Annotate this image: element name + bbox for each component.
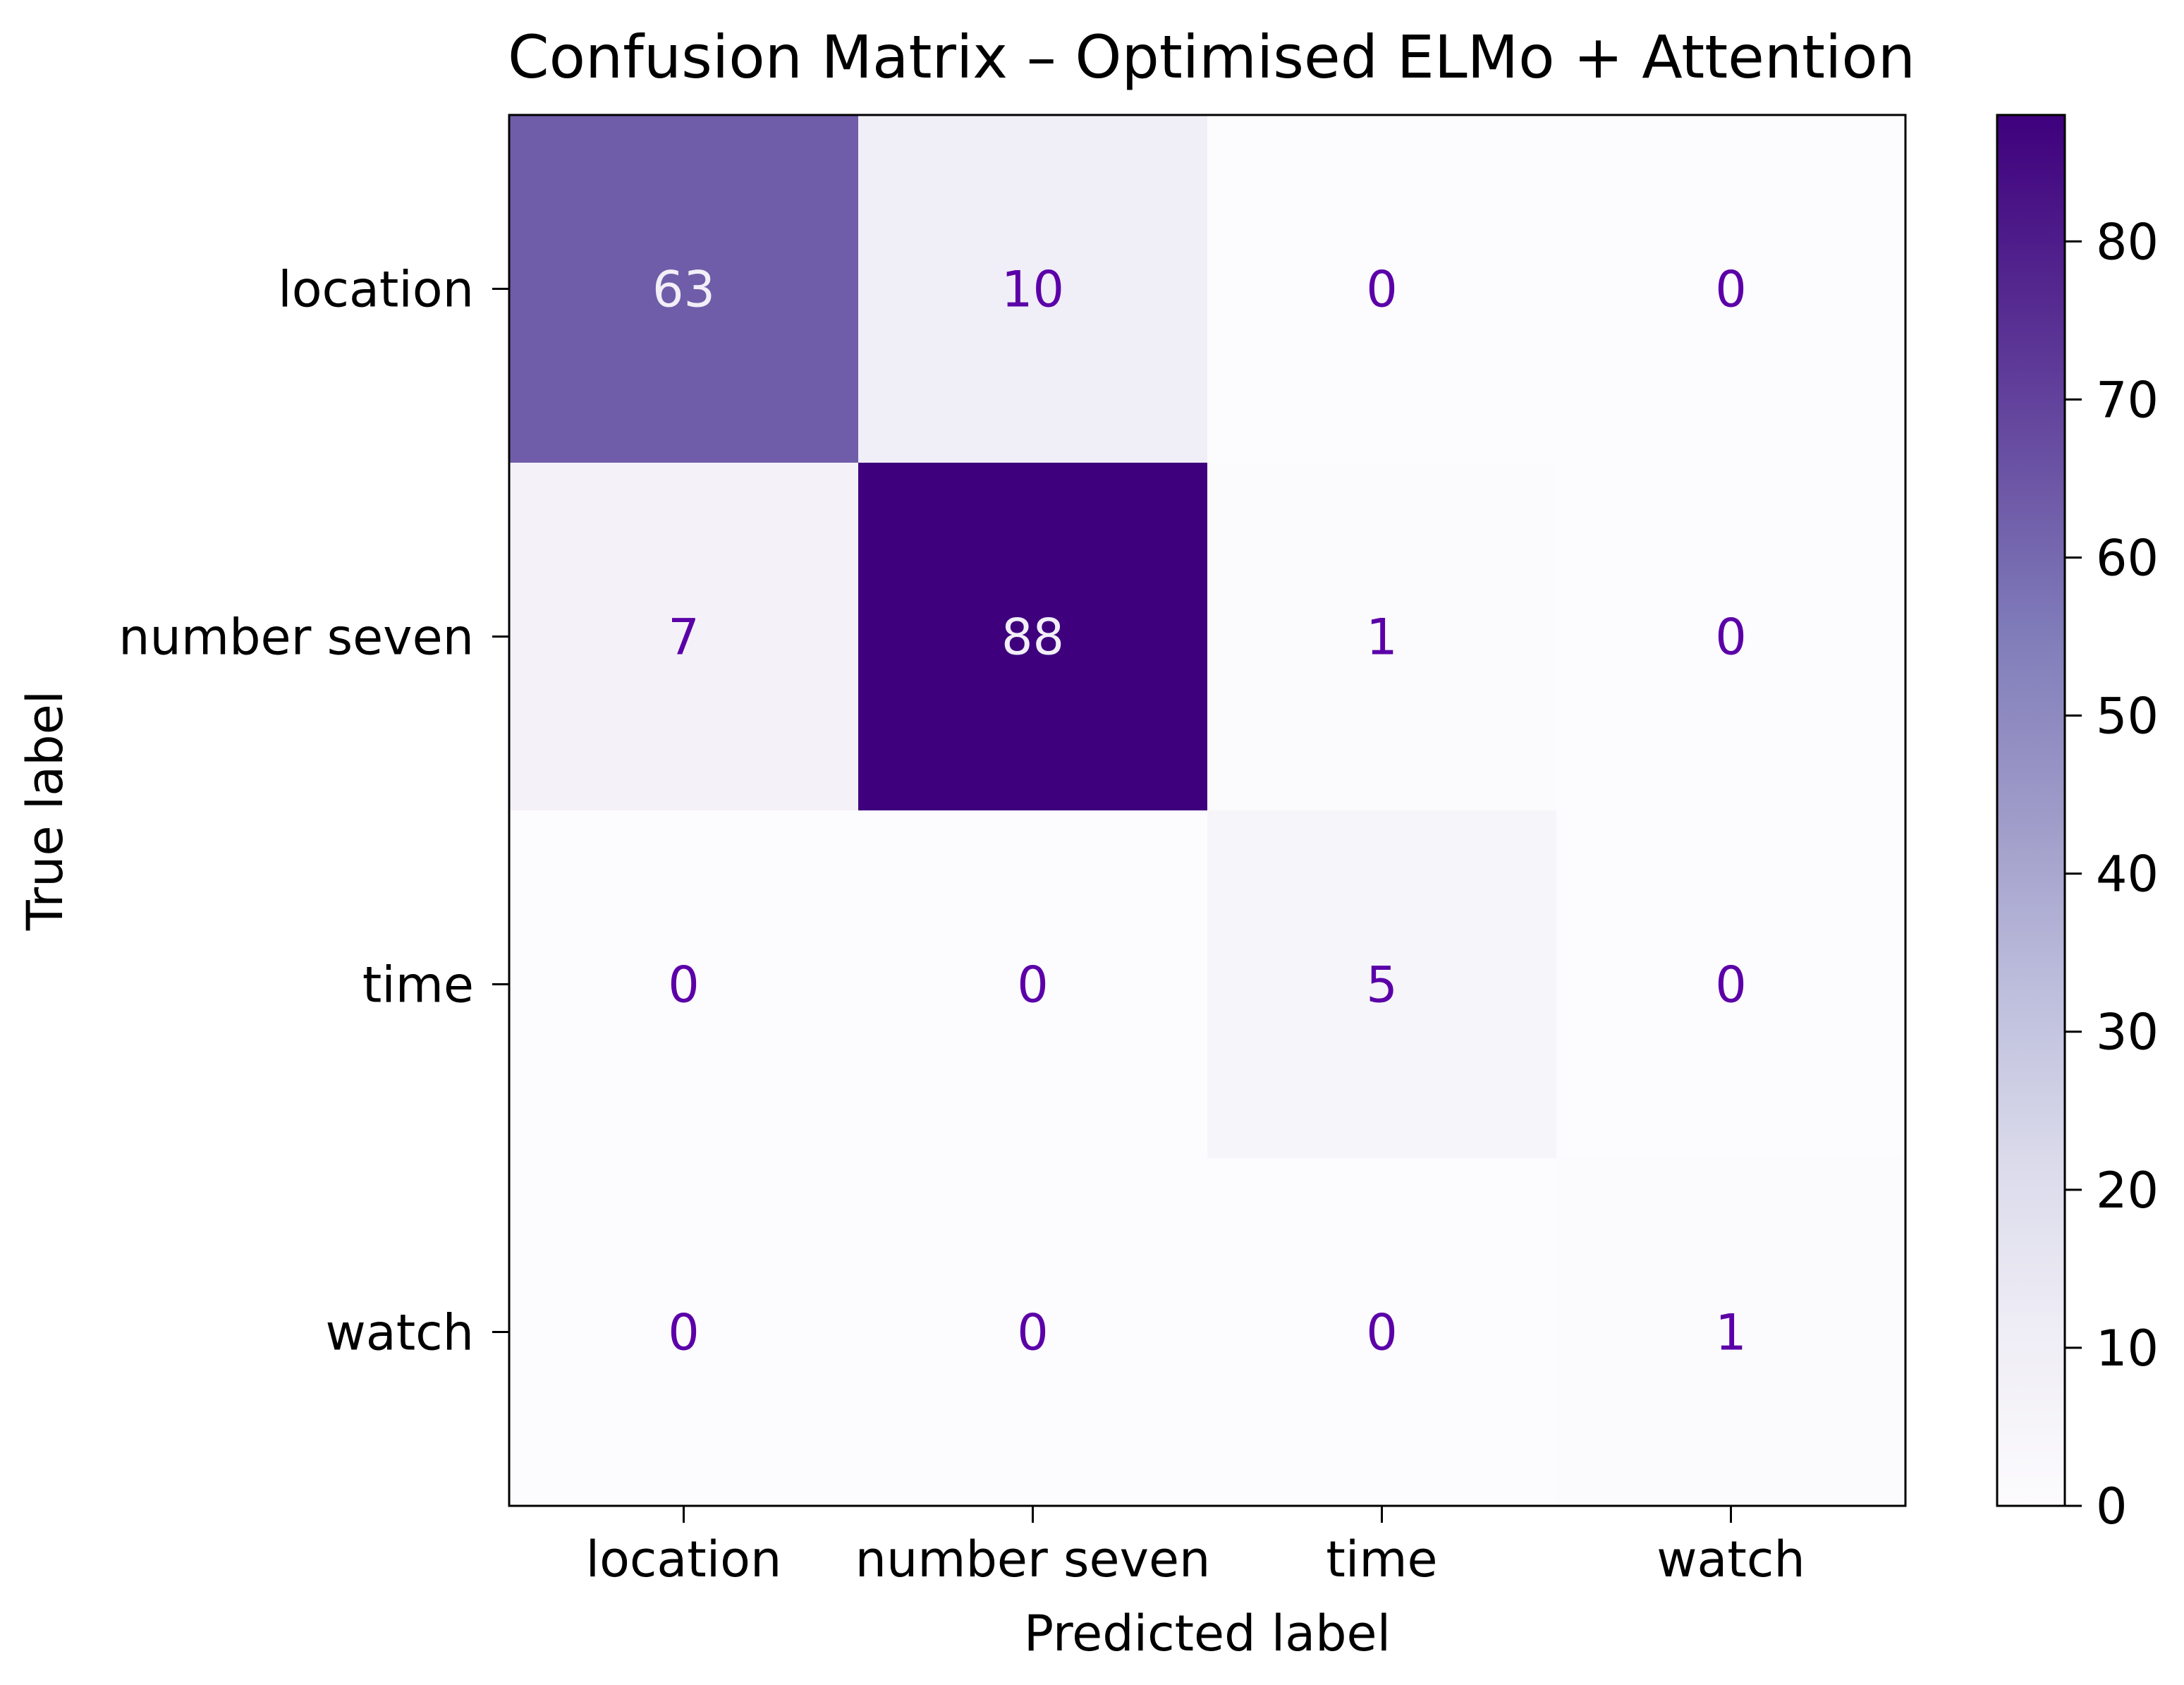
colorbar-tick-label: 10 [2096,1320,2159,1377]
cell-r0-c2 [1207,115,1557,463]
cell-r1-c1 [858,463,1208,811]
cell-value-r2-c3: 0 [1715,956,1747,1014]
cell-r3-c1 [858,1158,1208,1507]
matrix-cell-labels: 63 10 0 07 88 1 00 0 5 00 0 0 1 [652,261,1747,1362]
y-axis-label: True label [16,691,74,931]
y-tick-label: watch [326,1304,474,1362]
chart-title: Confusion Matrix – Optimised ELMo + Atte… [508,23,1915,92]
matrix-cells [509,115,1906,1507]
colorbar-tick-label: 40 [2096,846,2159,904]
x-axis-label: Predicted label [1024,1605,1391,1662]
cell-value-r0-c1: 10 [1001,261,1064,319]
cell-r2-c1 [858,810,1208,1159]
y-tick-label: number seven [118,609,474,667]
cell-value-r3-c3: 1 [1715,1304,1747,1362]
x-tick-label: time [1326,1531,1437,1588]
plot-frame [508,114,1907,1507]
cell-value-r3-c1: 0 [1017,1304,1049,1362]
cell-value-r2-c0: 0 [668,956,700,1014]
cell-value-r0-c2: 0 [1366,261,1398,319]
cell-value-r0-c0: 63 [652,261,715,319]
x-tick-label: location [586,1531,782,1588]
cell-r0-c0 [509,115,859,463]
cell-r3-c0 [509,1158,859,1507]
y-tick-label: time [362,956,474,1014]
cell-value-r1-c1: 88 [1001,609,1064,667]
cell-value-r1-c0: 7 [668,609,700,667]
cell-r1-c2 [1207,463,1557,811]
colorbar-tick-label: 50 [2096,688,2159,746]
cell-r1-c0 [509,463,859,811]
cell-value-r0-c3: 0 [1715,261,1747,319]
cell-r2-c2 [1207,810,1557,1159]
colorbar-tick-label: 60 [2096,529,2159,587]
x-axis-ticks: location number seven time watch [586,1506,1805,1588]
cell-value-r2-c2: 5 [1366,956,1398,1014]
y-axis-ticks: location number seven time watch [118,261,509,1362]
y-tick-label: location [278,261,474,319]
cell-r2-c3 [1556,810,1906,1159]
cell-value-r1-c3: 0 [1715,609,1747,667]
cell-value-r1-c2: 1 [1366,609,1398,667]
cell-value-r3-c2: 0 [1366,1304,1398,1362]
colorbar-tick-label: 80 [2096,213,2159,271]
cell-r2-c0 [509,810,859,1159]
x-tick-label: watch [1657,1531,1805,1588]
cell-value-r2-c1: 0 [1017,956,1049,1014]
colorbar-ticks: 0 10 20 30 40 50 60 70 80 [2065,213,2159,1535]
colorbar [1996,114,2066,1507]
cell-r1-c3 [1556,463,1906,811]
cell-r0-c3 [1556,115,1906,463]
cell-r0-c1 [858,115,1208,463]
colorbar-tick-label: 20 [2096,1162,2159,1219]
colorbar-tick-label: 70 [2096,371,2159,429]
cell-r3-c3 [1556,1158,1906,1507]
cell-value-r3-c0: 0 [668,1304,700,1362]
colorbar-tick-label: 30 [2096,1004,2159,1062]
x-tick-label: number seven [855,1531,1211,1588]
colorbar-tick-label: 0 [2096,1478,2128,1535]
cell-r3-c2 [1207,1158,1557,1507]
